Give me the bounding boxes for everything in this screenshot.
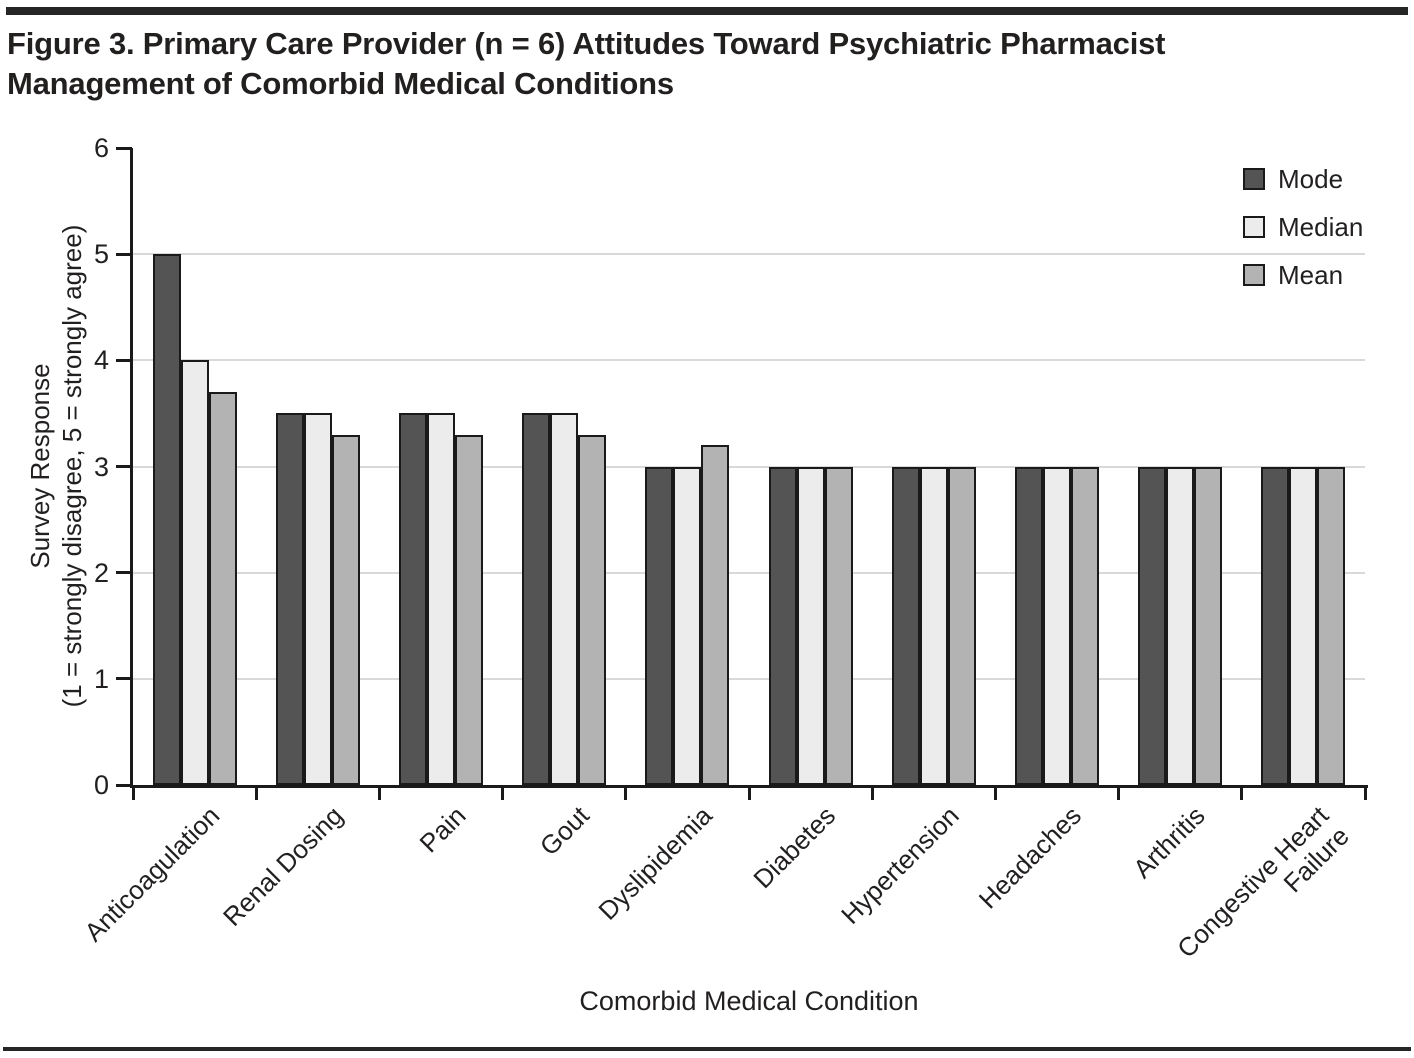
x-category-label-line: Hypertension	[834, 800, 965, 930]
y-axis-line	[130, 148, 133, 788]
bar-median-congestive-heart-failure	[1289, 466, 1318, 785]
bar-mode-arthritis	[1138, 466, 1167, 785]
bar-mean-renal-dosing	[331, 434, 360, 785]
figure-title-line1: Figure 3. Primary Care Provider (n = 6) …	[7, 26, 1166, 61]
x-tick-0	[131, 785, 135, 800]
bar-mode-headaches	[1015, 466, 1043, 785]
bar-median-renal-dosing	[303, 413, 332, 785]
x-category-label-diabetes: Diabetes	[747, 800, 842, 895]
x-tick-9	[1240, 785, 1244, 800]
bar-median-diabetes	[796, 466, 825, 785]
x-tick-6	[870, 785, 874, 800]
legend-item-median: Median	[1243, 212, 1363, 242]
figure-title-line2: Management of Comorbid Medical Condition…	[7, 66, 674, 101]
gridline-y2	[133, 571, 1365, 574]
bar-mode-diabetes	[768, 466, 797, 785]
bar-median-pain	[427, 413, 455, 785]
x-category-label-headaches: Headaches	[973, 800, 1088, 915]
gridline-y3	[133, 465, 1365, 468]
bar-mean-arthritis	[1194, 466, 1223, 785]
x-category-label-line: Gout	[533, 800, 595, 862]
legend-label-mode: Mode	[1278, 163, 1344, 194]
y-tick-label-6: 6	[93, 133, 109, 163]
x-category-label-gout: Gout	[533, 800, 595, 862]
bar-mean-hypertension	[947, 466, 976, 785]
x-category-label-line: Diabetes	[747, 800, 842, 895]
x-tick-3	[501, 785, 505, 800]
figure-title: Figure 3. Primary Care Provider (n = 6) …	[7, 24, 1347, 104]
x-category-label-hypertension: Hypertension	[834, 800, 965, 930]
bar-mean-headaches	[1071, 466, 1099, 785]
legend-item-mean: Mean	[1243, 260, 1363, 290]
x-category-label-line: Anticoagulation	[78, 800, 226, 948]
x-tick-4	[624, 785, 628, 800]
bar-mean-diabetes	[824, 466, 853, 785]
bar-median-gout	[550, 413, 579, 785]
x-category-label-line: Renal Dosing	[216, 800, 349, 932]
legend-item-mode: Mode	[1243, 164, 1363, 194]
y-tick-label-1: 1	[93, 663, 109, 694]
x-category-label-line: Arthritis	[1127, 800, 1211, 884]
bar-median-hypertension	[919, 466, 948, 785]
x-category-label-anticoagulation: Anticoagulation	[78, 800, 226, 948]
bar-mode-congestive-heart-failure	[1261, 466, 1290, 785]
bar-mode-gout	[522, 413, 551, 785]
bar-mean-dyslipidemia	[701, 445, 730, 785]
x-category-label-dyslipidemia: Dyslipidemia	[592, 800, 718, 926]
y-axis-title-line1: Survey Response	[25, 363, 55, 569]
bar-median-arthritis	[1166, 466, 1195, 785]
top-rule	[6, 7, 1408, 15]
y-tick-1	[116, 677, 132, 681]
y-tick-6	[116, 146, 132, 150]
bar-mode-hypertension	[891, 466, 920, 785]
y-tick-label-4: 4	[93, 345, 109, 376]
bar-mode-pain	[399, 413, 427, 785]
bar-median-dyslipidemia	[673, 466, 702, 785]
bar-mode-dyslipidemia	[645, 466, 674, 785]
y-tick-2	[116, 571, 132, 575]
x-tick-1	[254, 785, 258, 800]
bar-mean-congestive-heart-failure	[1317, 466, 1346, 785]
legend-label-median: Median	[1278, 211, 1364, 242]
bottom-rule	[3, 1047, 1411, 1051]
plot-area	[116, 146, 1368, 800]
mean-swatch-icon	[1243, 264, 1265, 286]
x-axis-title: Comorbid Medical Condition	[579, 986, 919, 1016]
mode-swatch-icon	[1243, 168, 1265, 190]
y-tick-label-3: 3	[93, 451, 109, 482]
bar-mode-anticoagulation	[152, 254, 181, 785]
gridline-y4	[133, 359, 1365, 362]
x-category-label-line: Pain	[413, 800, 472, 859]
y-tick-0	[116, 783, 132, 787]
bar-median-headaches	[1043, 466, 1071, 785]
x-category-label-line: Headaches	[973, 800, 1088, 915]
x-tick-10	[1363, 785, 1367, 800]
legend: Mode Median Mean	[1243, 164, 1363, 311]
gridline-y1	[133, 677, 1365, 680]
x-tick-5	[747, 785, 751, 800]
x-category-label-renal-dosing: Renal Dosing	[216, 800, 349, 932]
x-category-label-line: Dyslipidemia	[592, 800, 718, 926]
x-category-label-arthritis: Arthritis	[1127, 800, 1211, 884]
bar-mean-anticoagulation	[208, 392, 237, 785]
y-tick-label-2: 2	[93, 557, 109, 588]
y-tick-label-0: 0	[93, 770, 109, 800]
bar-median-anticoagulation	[180, 360, 209, 785]
x-category-label-pain: Pain	[413, 800, 472, 859]
bar-mean-gout	[578, 434, 607, 785]
y-tick-5	[116, 252, 132, 256]
legend-label-mean: Mean	[1278, 259, 1344, 290]
x-tick-8	[1117, 785, 1121, 800]
y-tick-4	[116, 358, 132, 362]
bar-mode-renal-dosing	[275, 413, 304, 785]
x-tick-7	[993, 785, 997, 800]
y-tick-3	[116, 465, 132, 468]
bar-mean-pain	[455, 434, 483, 785]
median-swatch-icon	[1243, 216, 1265, 238]
gridline-y5	[133, 253, 1365, 256]
x-tick-2	[377, 785, 381, 800]
y-tick-label-5: 5	[93, 239, 109, 270]
